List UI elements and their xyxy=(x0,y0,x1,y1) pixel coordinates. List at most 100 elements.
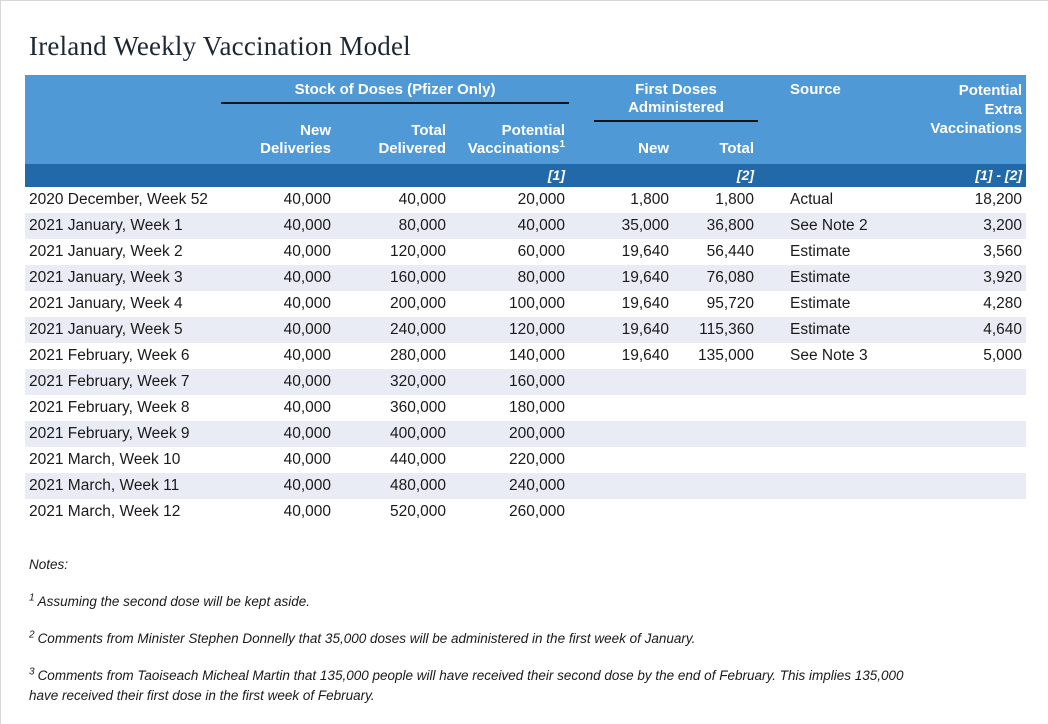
cell-source: See Note 2 xyxy=(790,217,868,234)
cell-week: 2021 January, Week 5 xyxy=(29,321,183,338)
cell-first-doses-total xyxy=(673,369,758,395)
cell-total-delivered: 440,000 xyxy=(389,451,446,468)
cell-potential-vaccinations: 20,000 xyxy=(517,191,566,208)
cell-potential-vaccinations: 100,000 xyxy=(508,295,566,312)
cell-gap xyxy=(569,213,594,239)
note-1-text: Assuming the second dose will be kept as… xyxy=(37,594,310,609)
cell-total-delivered: 120,000 xyxy=(389,243,446,260)
cell-total-delivered: 360,000 xyxy=(389,399,446,416)
cell-week: 2021 January, Week 1 xyxy=(29,217,183,234)
cell-potential-extra xyxy=(906,421,1026,447)
cell-first-doses-total xyxy=(673,421,758,447)
column-header-source: Source xyxy=(790,81,841,98)
cell-week: 2021 January, Week 3 xyxy=(29,269,183,286)
cell-first-doses-new xyxy=(594,473,673,499)
cell-gap xyxy=(569,343,594,369)
cell-first-doses-new: 19,640 xyxy=(621,321,670,338)
note-2-text: Comments from Minister Stephen Donnelly … xyxy=(37,631,696,646)
cell-source xyxy=(789,447,906,473)
header-gap xyxy=(569,75,594,122)
cell-first-doses-new xyxy=(594,395,673,421)
cell-new-deliveries: 40,000 xyxy=(283,373,331,390)
cell-gap xyxy=(569,265,594,291)
cell-week: 2021 March, Week 11 xyxy=(29,477,180,494)
band-empty xyxy=(25,164,221,187)
cell-first-doses-total xyxy=(673,499,758,525)
band-ref-diff: [1] - [2] xyxy=(975,167,1023,183)
column-header-total-delivered: Total Delivered xyxy=(378,122,446,157)
column-header-new-deliveries: New Deliveries xyxy=(260,122,331,157)
cell-potential-extra xyxy=(906,499,1026,525)
cell-gap xyxy=(569,473,594,499)
cell-first-doses-new: 19,640 xyxy=(621,243,670,260)
cell-new-deliveries: 40,000 xyxy=(283,269,331,286)
cell-week: 2021 March, Week 10 xyxy=(29,451,181,468)
cell-source: Estimate xyxy=(790,321,851,338)
cell-gap xyxy=(758,317,789,343)
cell-gap xyxy=(569,421,594,447)
note-item-1: 1 Assuming the second dose will be kept a… xyxy=(29,592,909,612)
cell-week: 2021 February, Week 6 xyxy=(29,347,190,364)
band-empty xyxy=(758,164,789,187)
cell-source xyxy=(789,395,906,421)
cell-total-delivered: 40,000 xyxy=(398,191,446,208)
cell-gap xyxy=(758,421,789,447)
cell-first-doses-new: 35,000 xyxy=(621,217,670,234)
cell-source: Estimate xyxy=(790,243,851,260)
page-title: Ireland Weekly Vaccination Model xyxy=(29,31,411,61)
column-header-first-doses-total: Total xyxy=(719,140,755,157)
cell-new-deliveries: 40,000 xyxy=(283,295,331,312)
header-gap xyxy=(758,75,789,122)
note-item-2: 2 Comments from Minister Stephen Donnelly… xyxy=(29,629,909,649)
cell-source: See Note 3 xyxy=(790,347,868,364)
cell-potential-vaccinations: 200,000 xyxy=(508,425,566,442)
cell-first-doses-total: 115,360 xyxy=(699,321,755,338)
cell-gap xyxy=(569,239,594,265)
note-1-superscript: 1 xyxy=(29,592,35,604)
column-header-potential-extra-vaccinations: Potential Extra Vaccinations xyxy=(930,82,1023,137)
table-header: Stock of Doses (Pfizer Only) First Doses… xyxy=(25,75,1027,187)
band-empty xyxy=(221,164,335,187)
cell-potential-extra: 3,560 xyxy=(983,243,1023,260)
cell-source xyxy=(789,421,906,447)
header-gap xyxy=(569,122,594,164)
band-empty xyxy=(335,164,450,187)
cell-week: 2021 February, Week 8 xyxy=(29,399,190,416)
table-row: 2021 January, Week 5 40,000 240,000 120,… xyxy=(25,317,1027,343)
cell-gap xyxy=(758,343,789,369)
cell-gap xyxy=(758,395,789,421)
cell-total-delivered: 320,000 xyxy=(389,373,446,390)
cell-gap xyxy=(758,473,789,499)
cell-gap xyxy=(758,239,789,265)
cell-first-doses-new: 19,640 xyxy=(621,295,670,312)
cell-potential-extra xyxy=(906,447,1026,473)
cell-potential-extra: 4,280 xyxy=(983,295,1023,312)
group-header-stock-label: Stock of Doses (Pfizer Only) xyxy=(221,81,570,104)
cell-gap xyxy=(758,499,789,525)
table-row: 2021 March, Week 12 40,000 520,000 260,0… xyxy=(25,499,1026,525)
band-ref-2: [2] xyxy=(736,167,755,183)
cell-potential-vaccinations: 40,000 xyxy=(517,217,566,234)
cell-gap xyxy=(569,447,594,473)
cell-gap xyxy=(758,213,789,239)
table-row: 2021 February, Week 8 40,000 360,000 180… xyxy=(25,395,1026,421)
header-week-spacer xyxy=(25,75,221,122)
band-empty xyxy=(569,164,594,187)
cell-potential-extra xyxy=(906,369,1026,395)
cell-new-deliveries: 40,000 xyxy=(283,217,331,234)
cell-first-doses-new xyxy=(594,369,673,395)
cell-gap xyxy=(569,499,594,525)
cell-gap xyxy=(569,317,594,343)
cell-week: 2021 March, Week 12 xyxy=(29,503,181,520)
notes-section: Notes: 1 Assuming the second dose will be… xyxy=(29,555,1048,724)
cell-gap xyxy=(758,265,789,291)
group-header-stock-of-doses: Stock of Doses (Pfizer Only) xyxy=(221,75,570,122)
table-row: 2021 January, Week 4 40,000 200,000 100,… xyxy=(25,291,1026,317)
cell-gap xyxy=(758,291,789,317)
cell-source: Actual xyxy=(790,191,834,208)
cell-potential-vaccinations: 120,000 xyxy=(508,321,566,338)
note-item-3: 3 Comments from Taoiseach Micheal Martin … xyxy=(29,666,909,706)
footnote-ref-1-superscript: 1 xyxy=(559,139,566,150)
cell-first-doses-new xyxy=(594,421,673,447)
cell-first-doses-total: 135,000 xyxy=(698,347,755,364)
